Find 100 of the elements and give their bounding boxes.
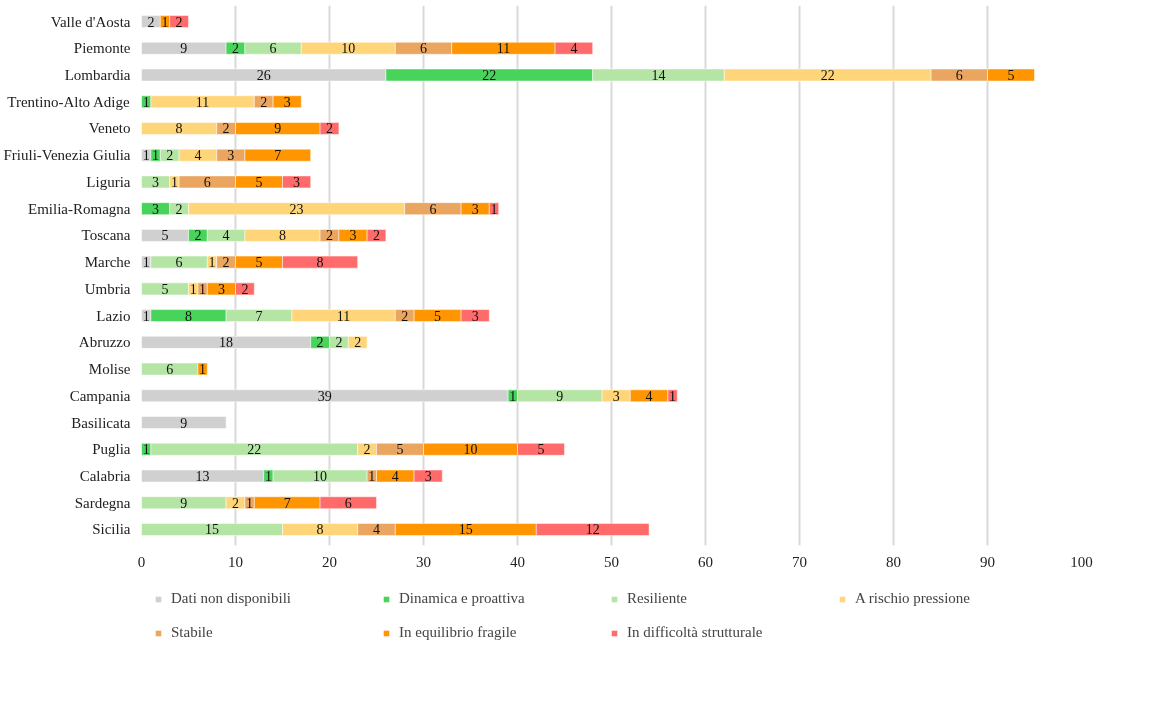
data-label: 1 xyxy=(189,281,197,297)
data-label: 15 xyxy=(205,522,219,538)
data-label: 1 xyxy=(669,388,677,404)
data-label: 9 xyxy=(180,415,188,431)
data-label: 10 xyxy=(463,442,478,458)
legend-label: Resiliente xyxy=(627,590,688,607)
data-label: 2 xyxy=(373,228,380,244)
y-tick-label: Sardegna xyxy=(74,494,131,511)
data-label: 13 xyxy=(195,469,210,484)
data-label: 1 xyxy=(142,308,150,324)
data-label: 6 xyxy=(175,255,183,271)
data-label: 4 xyxy=(194,148,202,164)
data-label: 7 xyxy=(255,308,263,324)
y-tick-label: Liguria xyxy=(86,173,131,190)
x-tick-label: 40 xyxy=(510,553,525,570)
data-label: 2 xyxy=(260,94,268,110)
data-label: 6 xyxy=(203,174,211,190)
data-label: 7 xyxy=(283,495,291,511)
data-label: 1 xyxy=(142,94,150,110)
y-tick-label: Veneto xyxy=(88,120,131,137)
data-label: 2 xyxy=(363,442,371,458)
data-label: 26 xyxy=(256,68,271,83)
x-tick-label: 60 xyxy=(698,553,713,570)
data-label: 9 xyxy=(180,495,188,511)
legend-label: Stabile xyxy=(171,624,214,641)
data-label: 2 xyxy=(222,121,230,137)
data-label: 2 xyxy=(326,228,333,244)
data-label: 14 xyxy=(651,68,666,83)
x-tick-label: 70 xyxy=(792,553,807,570)
data-label: 22 xyxy=(247,442,262,458)
data-label: 5 xyxy=(1007,68,1015,83)
data-label: 5 xyxy=(161,228,169,244)
data-label: 15 xyxy=(458,522,473,538)
data-label: 3 xyxy=(152,174,160,190)
data-label: 1 xyxy=(142,442,150,458)
data-label: 39 xyxy=(317,388,332,404)
x-tick-label: 50 xyxy=(604,553,619,570)
legend-label: Dati non disponibili xyxy=(171,590,292,607)
data-label: 4 xyxy=(645,388,653,404)
data-label: 2 xyxy=(241,281,249,297)
data-label: 18 xyxy=(219,335,234,351)
data-label: 4 xyxy=(391,469,399,484)
data-label: 5 xyxy=(396,442,404,458)
data-label: 2 xyxy=(326,121,333,137)
y-tick-label: Lombardia xyxy=(64,67,131,83)
data-label: 1 xyxy=(208,255,216,271)
data-label: 9 xyxy=(180,41,188,57)
data-label: 9 xyxy=(556,388,564,404)
data-label: 3 xyxy=(152,201,160,217)
data-label: 2 xyxy=(166,148,174,164)
data-label: 6 xyxy=(269,41,277,57)
data-label: 3 xyxy=(471,308,479,324)
data-label: 1 xyxy=(199,281,207,297)
data-label: 1 xyxy=(170,174,178,190)
data-label: 5 xyxy=(161,281,169,297)
data-label: 1 xyxy=(264,469,272,484)
data-label: 10 xyxy=(313,469,328,484)
data-label: 22 xyxy=(820,68,835,83)
data-label: 1 xyxy=(152,148,160,164)
data-label: 3 xyxy=(217,281,225,297)
x-tick-label: 30 xyxy=(416,553,431,570)
y-tick-label: Emilia-Romagna xyxy=(28,200,131,217)
y-tick-label: Toscana xyxy=(81,227,131,244)
y-tick-label: Calabria xyxy=(79,468,131,484)
y-tick-label: Piemonte xyxy=(73,40,131,57)
y-tick-label: Basilicata xyxy=(71,414,131,431)
data-label: 2 xyxy=(222,255,230,271)
data-label: 10 xyxy=(341,41,356,57)
data-label: 2 xyxy=(147,14,155,30)
x-tick-label: 90 xyxy=(980,553,995,570)
x-tick-label: 0 xyxy=(137,553,146,570)
data-label: 11 xyxy=(496,41,511,57)
x-tick-label: 20 xyxy=(322,553,337,570)
y-tick-label: Friuli-Venezia Giulia xyxy=(3,147,131,164)
data-label: 2 xyxy=(335,335,343,351)
data-label: 6 xyxy=(429,201,437,217)
data-label: 1 xyxy=(490,201,498,217)
x-tick-label: 10 xyxy=(228,553,243,570)
data-label: 6 xyxy=(166,362,174,378)
data-label: 1 xyxy=(509,388,517,404)
data-label: 1 xyxy=(368,469,376,484)
data-label: 1 xyxy=(199,362,207,378)
y-tick-label: Umbria xyxy=(84,280,131,297)
data-label: 23 xyxy=(289,201,304,217)
data-label: 2 xyxy=(232,41,239,57)
data-label: 8 xyxy=(316,522,324,538)
data-label: 8 xyxy=(175,121,183,137)
data-label: 3 xyxy=(424,469,432,484)
data-label: 2 xyxy=(175,201,183,217)
legend-label: Dinamica e proattiva xyxy=(399,590,526,607)
data-label: 5 xyxy=(434,308,442,324)
data-label: 3 xyxy=(471,201,479,217)
data-label: 22 xyxy=(482,68,497,83)
y-tick-label: Puglia xyxy=(92,441,131,458)
data-label: 1 xyxy=(142,148,150,164)
data-label: 3 xyxy=(283,94,291,110)
data-label: 1 xyxy=(246,495,254,511)
y-tick-label: Abruzzo xyxy=(78,334,131,351)
data-label: 4 xyxy=(570,41,578,57)
y-tick-label: Sicilia xyxy=(92,521,131,538)
